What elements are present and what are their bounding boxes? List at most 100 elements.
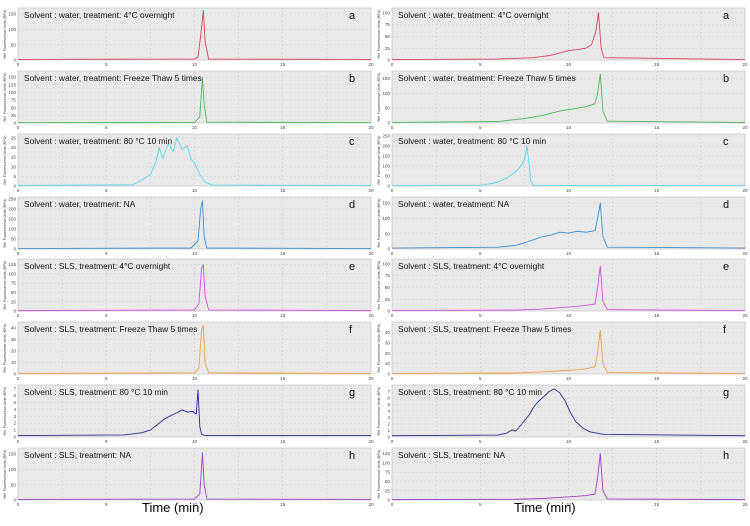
panel-right-e: 0 25 50 75 100 0 5 10 15 20 Rel. Fluorescence Unit… xyxy=(377,258,748,318)
x-tick-label: 20 xyxy=(742,313,748,318)
x-tick-label: 10 xyxy=(192,251,198,256)
x-tick-label: 20 xyxy=(368,439,374,444)
panel-label: Solvent : SLS, treatment: 4°C overnight xyxy=(24,261,171,271)
panel-right-a: 0 25 50 75 100 0 5 10 15 20 Rel. Fluorescence Unit… xyxy=(377,7,748,67)
y-axis-label: Rel. Fluorescence Units (RFU) xyxy=(377,199,381,248)
x-tick-label: 0 xyxy=(17,125,20,130)
panel-left-d: 0 50 100 150 200 250 0 5 10 15 20 Rel. Fluorescence… xyxy=(3,197,374,256)
series-line xyxy=(391,329,746,374)
panel-left-e: 0 25 50 75 100 125 0 5 10 15 20 Rel. Fluorescence U… xyxy=(3,258,374,318)
x-tick-label: 10 xyxy=(566,188,572,193)
panel-letter: g xyxy=(723,387,729,399)
y-tick-label: 30 xyxy=(385,340,391,345)
x-tick-label: 10 xyxy=(192,62,198,67)
y-tick-label: 1 xyxy=(387,428,390,433)
y-tick-label: 125 xyxy=(8,82,16,87)
series-line xyxy=(391,202,746,249)
x-tick-label: 15 xyxy=(280,502,286,507)
x-tick-label: 10 xyxy=(192,313,198,318)
x-tick-label: 5 xyxy=(479,313,482,318)
y-tick-label: 100 xyxy=(382,164,390,169)
y-tick-label: 0 xyxy=(13,184,16,189)
panel-label: Solvent : water, treatment: 4°C overnigh… xyxy=(24,10,175,20)
panel-letter: d xyxy=(349,199,355,211)
x-tick-label: 20 xyxy=(742,62,748,67)
x-tick-label: 0 xyxy=(391,62,394,67)
y-axis-label: Rel. Fluorescence Units (RFU) xyxy=(377,136,381,185)
panel-right-b: 0 50 100 150 0 5 10 15 20 Rel. Fluorescence Units… xyxy=(377,70,748,130)
x-tick-label: 0 xyxy=(17,502,20,507)
y-tick-label: 7 xyxy=(387,389,390,394)
x-tick-label: 10 xyxy=(192,376,198,381)
panel-left-b: 0 25 50 75 100 125 150 0 5 10 15 20 Rel. Fluorescenc… xyxy=(3,70,374,130)
panel-label: Solvent : SLS, treatment: NA xyxy=(398,450,505,460)
x-tick-label: 15 xyxy=(280,439,286,444)
y-tick-label: 100 xyxy=(8,271,16,276)
x-tick-label: 15 xyxy=(654,251,660,256)
x-tick-label: 20 xyxy=(368,125,374,130)
y-tick-label: 0 xyxy=(13,121,16,126)
y-tick-label: 50 xyxy=(11,105,17,110)
panel-letter: h xyxy=(349,450,355,462)
y-tick-label: 7 xyxy=(13,386,16,391)
series-line xyxy=(17,452,372,500)
y-tick-label: 20 xyxy=(11,348,17,353)
series-line xyxy=(391,388,746,437)
x-axis-title-left: Time (min) xyxy=(142,500,204,515)
panel-label: Solvent : SLS, treatment: 80 °C 10 min xyxy=(398,387,542,397)
x-tick-label: 10 xyxy=(566,502,572,507)
x-tick-label: 0 xyxy=(17,188,20,193)
x-tick-label: 10 xyxy=(192,502,198,507)
x-tick-label: 5 xyxy=(479,376,482,381)
y-tick-label: 200 xyxy=(8,207,16,212)
y-tick-label: 250 xyxy=(382,134,390,139)
panel-label: Solvent : SLS, treatment: NA xyxy=(24,450,131,460)
y-tick-label: 10 xyxy=(11,360,17,365)
series-line xyxy=(17,10,372,60)
y-axis-label: Rel. Fluorescence Units (RFU) xyxy=(3,450,7,499)
panel-label: Solvent : SLS, treatment: Freeze Thaw 5 … xyxy=(398,324,571,334)
panel-label: Solvent : SLS, treatment: 80 °C 10 min xyxy=(24,387,168,397)
x-tick-label: 10 xyxy=(192,439,198,444)
x-tick-label: 15 xyxy=(280,376,286,381)
y-axis-label: Rel. Fluorescence Units (RFU) xyxy=(3,73,7,122)
x-tick-label: 20 xyxy=(368,502,374,507)
y-tick-label: 75 xyxy=(385,470,391,475)
x-tick-label: 15 xyxy=(280,62,286,67)
y-tick-label: 0 xyxy=(387,184,390,189)
y-tick-label: 50 xyxy=(385,479,391,484)
y-tick-label: 40 xyxy=(385,330,391,335)
y-tick-label: 0 xyxy=(387,247,390,252)
y-axis-label: Rel. Fluorescence Units (RFU) xyxy=(3,324,7,373)
y-tick-label: 100 xyxy=(8,27,16,32)
y-tick-label: 150 xyxy=(382,154,390,159)
y-tick-label: 150 xyxy=(8,452,16,457)
x-tick-label: 5 xyxy=(105,313,108,318)
x-tick-label: 5 xyxy=(105,502,108,507)
x-tick-label: 5 xyxy=(479,188,482,193)
panel-letter: e xyxy=(349,261,355,273)
x-tick-label: 15 xyxy=(654,125,660,130)
x-tick-label: 0 xyxy=(391,188,394,193)
x-tick-label: 20 xyxy=(368,62,374,67)
x-tick-label: 10 xyxy=(192,125,198,130)
y-tick-label: 25 xyxy=(11,113,17,118)
y-tick-label: 150 xyxy=(8,75,16,80)
y-tick-label: 2 xyxy=(387,422,390,427)
panel-letter: h xyxy=(723,450,729,462)
x-tick-label: 0 xyxy=(17,251,20,256)
y-axis-label: Rel. Fluorescence Units (RFU) xyxy=(3,136,7,185)
y-tick-label: 15 xyxy=(11,155,17,160)
series-line xyxy=(17,200,372,250)
series-line xyxy=(391,145,746,187)
panel-label: Solvent : water, treatment: 4°C overnigh… xyxy=(398,10,549,20)
y-tick-label: 6 xyxy=(13,393,16,398)
panel-left-g: 0 1 2 3 4 5 6 7 0 5 10 15 20 Rel. Fluorescence Units … xyxy=(3,384,374,444)
y-tick-label: 4 xyxy=(387,409,390,414)
x-tick-label: 0 xyxy=(17,439,20,444)
x-tick-label: 5 xyxy=(105,439,108,444)
x-tick-label: 5 xyxy=(105,125,108,130)
y-tick-label: 3 xyxy=(387,415,390,420)
series-line xyxy=(17,76,372,124)
x-tick-label: 0 xyxy=(391,313,394,318)
